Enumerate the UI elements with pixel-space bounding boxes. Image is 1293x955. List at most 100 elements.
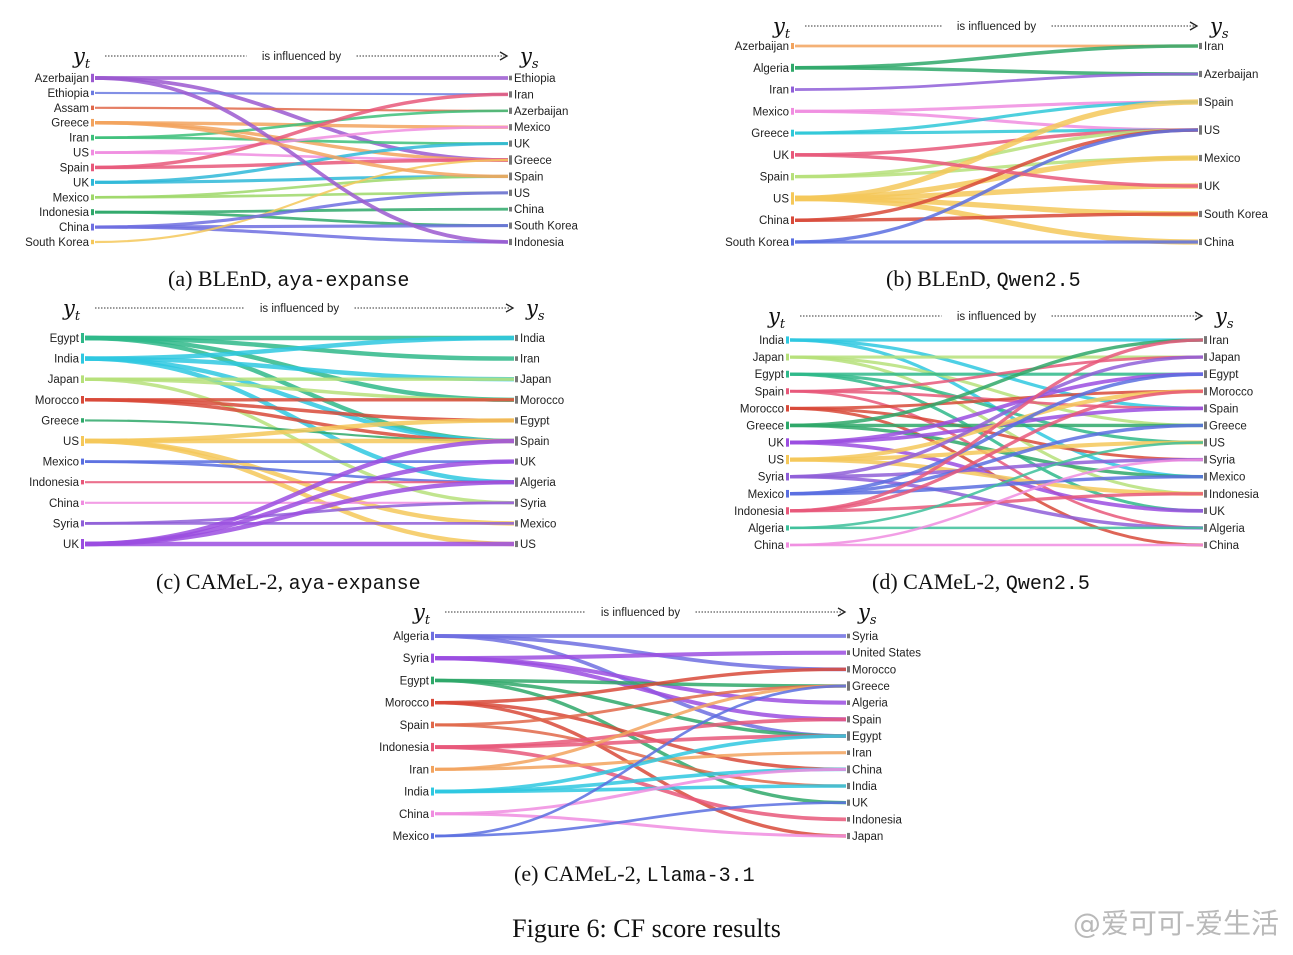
right-node-label: US xyxy=(514,188,530,200)
right-node-label: Azerbaijan xyxy=(1204,69,1258,81)
flow-link xyxy=(789,372,1204,496)
panel-d-sankey: yt ys is influenced by India Japan Egypt Spain… xyxy=(700,302,1280,552)
right-node-bar xyxy=(1204,507,1207,514)
right-node-label: South Korea xyxy=(514,221,579,233)
flow-link xyxy=(789,372,1204,513)
sankey-svg: yt ys is influenced by Azerbaijan Ethiopia As… xyxy=(25,44,579,249)
left-node-bar xyxy=(431,765,434,773)
right-node-label: Morocco xyxy=(1209,386,1253,398)
left-node-bar xyxy=(81,418,84,423)
left-node-bar xyxy=(81,396,84,404)
right-node-bar xyxy=(509,140,512,147)
left-node-bar xyxy=(786,438,789,447)
left-node-label: US xyxy=(73,148,89,160)
right-node-bar xyxy=(847,700,850,705)
left-node-bar xyxy=(91,178,94,186)
flow-link xyxy=(434,745,847,822)
right-node-bar xyxy=(1204,489,1207,498)
flow-link xyxy=(94,142,509,184)
right-node-bar xyxy=(847,799,850,806)
right-node-label: Greece xyxy=(1209,420,1247,432)
flow-link xyxy=(84,438,515,547)
left-node-label: Spain xyxy=(760,172,789,184)
flow-link xyxy=(789,457,1204,496)
left-node-label: Spain xyxy=(400,720,429,732)
right-node-label: Syria xyxy=(852,631,879,643)
panel-c-caption: (c) CAMeL-2, aya-expanse xyxy=(156,569,421,596)
right-node-label: Mexico xyxy=(514,122,550,134)
flow-link xyxy=(789,355,1204,479)
flow-link xyxy=(434,812,847,838)
right-node-bar xyxy=(847,716,850,723)
right-node-label: UK xyxy=(520,457,536,469)
left-node-bar xyxy=(91,134,94,141)
left-node-label: Greece xyxy=(51,118,89,130)
left-node-bar xyxy=(791,192,794,205)
right-node-label: Syria xyxy=(520,498,547,510)
arrow-head xyxy=(499,51,509,61)
right-node-bar xyxy=(1204,387,1207,396)
right-node-bar xyxy=(1199,210,1202,218)
flow-link xyxy=(94,76,509,162)
left-node-label: China xyxy=(759,215,790,227)
left-node-label: Iran xyxy=(69,133,89,145)
left-node-label: UK xyxy=(768,438,784,450)
left-node-bar xyxy=(431,833,434,839)
left-node-bar xyxy=(91,239,94,245)
right-node-label: Iran xyxy=(1204,41,1224,53)
left-node-label: UK xyxy=(73,177,89,189)
flow-link xyxy=(94,158,509,244)
left-node-bar xyxy=(81,333,84,343)
left-node-bar xyxy=(786,542,789,548)
left-node-label: Morocco xyxy=(740,403,784,415)
right-node-bar xyxy=(1199,98,1202,106)
flow-link xyxy=(794,212,1199,222)
panel-b-caption: (b) BLEnD, Qwen2.5 xyxy=(886,266,1081,293)
right-node-label: Spain xyxy=(520,436,549,448)
right-node-label: UK xyxy=(852,798,868,810)
sankey-svg: yt ys is influenced by Egypt India Japan Moroc… xyxy=(29,296,564,551)
right-node-label: Indonesia xyxy=(852,814,902,826)
right-node-label: Morocco xyxy=(852,664,896,676)
flow-link xyxy=(794,44,1199,70)
left-node-bar xyxy=(431,631,434,641)
right-node-bar xyxy=(515,417,518,424)
panel-e-sankey: yt ys is influenced by Algeria Syria Egypt Mor… xyxy=(360,598,950,843)
right-node-label: Spain xyxy=(852,714,881,726)
left-node-label: China xyxy=(399,809,430,821)
right-node-label: Spain xyxy=(514,171,543,183)
target-axis-symbol: yt xyxy=(772,14,791,42)
flow-link xyxy=(794,109,1199,132)
left-node-bar xyxy=(791,63,794,72)
left-node-label: Spain xyxy=(60,162,89,174)
left-node-bar xyxy=(786,472,789,481)
left-node-label: Greece xyxy=(746,420,784,432)
left-node-bar xyxy=(431,787,434,796)
left-node-label: Egypt xyxy=(400,675,430,687)
right-node-label: China xyxy=(852,764,883,776)
left-node-bar xyxy=(786,421,789,430)
flow-link xyxy=(789,389,1204,410)
right-node-bar xyxy=(847,681,850,691)
sankey-svg: yt ys is influenced by Algeria Syria Egypt Mor… xyxy=(379,600,921,843)
right-node-label: Algeria xyxy=(520,477,556,489)
right-node-label: US xyxy=(1204,125,1220,137)
flow-link xyxy=(434,650,847,661)
flow-link xyxy=(94,76,509,244)
right-node-bar xyxy=(847,817,850,822)
right-node-label: India xyxy=(852,781,878,793)
flow-link xyxy=(434,684,847,727)
left-node-label: South Korea xyxy=(725,237,790,249)
left-node-label: Mexico xyxy=(43,457,79,469)
right-node-bar xyxy=(1199,154,1202,162)
left-node-bar xyxy=(786,489,789,498)
right-node-label: Japan xyxy=(520,374,551,386)
links-group xyxy=(434,634,847,838)
right-node-label: Azerbaijan xyxy=(514,106,568,118)
right-node-label: Egypt xyxy=(520,415,550,427)
left-node-label: Syria xyxy=(403,653,430,665)
flow-link xyxy=(794,99,1199,202)
sankey-svg: yt ys is influenced by India Japan Egypt Spain… xyxy=(734,304,1259,552)
arrow-head xyxy=(505,303,515,313)
right-node-bar xyxy=(509,222,512,229)
